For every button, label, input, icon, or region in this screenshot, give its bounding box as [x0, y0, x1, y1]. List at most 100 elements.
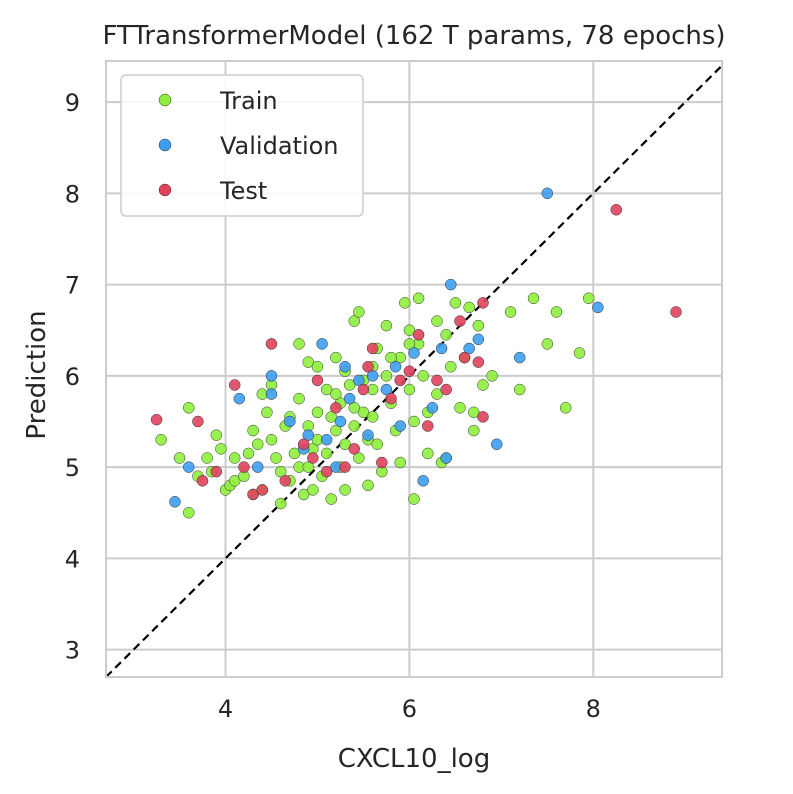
train-point	[380, 370, 393, 382]
legend: Train Validation Test	[120, 74, 364, 217]
train-point	[265, 433, 278, 446]
legend-label-test: Test	[219, 177, 267, 205]
test-point	[477, 411, 489, 423]
legend-box	[120, 74, 364, 217]
test-point	[256, 484, 269, 496]
train-point	[339, 484, 351, 496]
data-points	[150, 187, 682, 519]
test-point	[440, 383, 452, 396]
train-point	[366, 411, 379, 423]
validation-point	[284, 415, 296, 428]
train-point	[353, 452, 365, 464]
train-point	[417, 370, 429, 382]
test-point	[150, 413, 163, 426]
validation-point	[394, 420, 406, 432]
train-point	[274, 497, 287, 510]
x-tick-label: 4	[218, 695, 233, 723]
test-point	[247, 488, 259, 501]
train-point	[573, 347, 586, 359]
train-point	[403, 383, 416, 396]
validation-point	[265, 388, 278, 400]
validation-point	[417, 475, 429, 487]
validation-point	[302, 429, 315, 441]
train-point	[380, 319, 393, 332]
validation-point	[440, 452, 452, 464]
test-point	[454, 315, 466, 327]
train-point	[343, 379, 356, 391]
y-tick-label: 8	[65, 180, 80, 208]
validation-point	[182, 461, 195, 473]
chart-title: FTTransformerModel (162 T params, 78 epo…	[102, 21, 725, 51]
validation-point	[320, 433, 333, 446]
train-point	[399, 297, 411, 309]
train-point	[403, 324, 416, 336]
train-point	[559, 402, 572, 414]
validation-point	[592, 301, 604, 314]
train-point	[173, 452, 186, 464]
test-point	[297, 438, 310, 451]
test-point	[472, 356, 485, 368]
plot-frame	[105, 60, 723, 678]
train-point	[348, 315, 360, 327]
train-point	[541, 338, 554, 350]
test-point	[422, 420, 434, 432]
test-point	[339, 461, 351, 473]
test-point	[376, 456, 388, 469]
train-point	[449, 297, 462, 309]
train-point	[504, 306, 517, 318]
test-point	[307, 452, 319, 464]
train-point	[348, 420, 360, 432]
train-point	[242, 447, 255, 460]
train-point	[307, 484, 319, 496]
legend-label-train: Train	[219, 87, 278, 115]
validation-point	[541, 187, 554, 200]
train-point	[311, 360, 324, 373]
train-point	[228, 452, 241, 464]
train-point	[431, 315, 443, 327]
validation-point	[366, 370, 379, 382]
train-point	[550, 306, 563, 318]
train-point	[293, 338, 305, 350]
train-point	[182, 402, 195, 414]
train-point	[582, 292, 595, 305]
test-point	[670, 306, 682, 318]
validation-point	[435, 342, 448, 355]
train-point	[274, 465, 287, 478]
test-point	[311, 374, 324, 387]
validation-point	[343, 392, 356, 405]
validation-point	[251, 461, 264, 473]
validation-point	[233, 392, 246, 405]
validation-point	[265, 370, 278, 382]
validation-point	[339, 360, 351, 373]
test-point	[477, 297, 489, 309]
test-point	[348, 443, 360, 455]
train-point	[394, 456, 406, 469]
train-point	[454, 402, 466, 414]
validation-point	[490, 438, 503, 451]
test-point	[610, 204, 623, 216]
validation-point	[380, 383, 393, 396]
y-tick-label: 7	[65, 272, 80, 300]
train-point	[182, 506, 195, 519]
validation-point	[513, 351, 526, 364]
train-point	[477, 379, 489, 391]
y-tick-label: 3	[65, 637, 80, 665]
legend-marker-validation	[158, 138, 172, 152]
test-point	[458, 351, 471, 364]
train-point	[486, 370, 498, 382]
test-point	[362, 360, 374, 373]
y-tick-label: 9	[65, 89, 80, 117]
train-point	[468, 424, 480, 437]
train-point	[311, 406, 324, 419]
validation-point	[389, 360, 402, 373]
validation-point	[169, 496, 181, 508]
x-tick-label: 6	[402, 695, 417, 723]
train-point	[261, 406, 273, 419]
train-point	[348, 402, 360, 414]
test-point	[394, 374, 406, 387]
train-point	[408, 415, 420, 428]
train-point	[353, 306, 365, 318]
validation-point	[408, 347, 420, 359]
train-point	[431, 388, 443, 400]
train-point	[422, 447, 434, 460]
